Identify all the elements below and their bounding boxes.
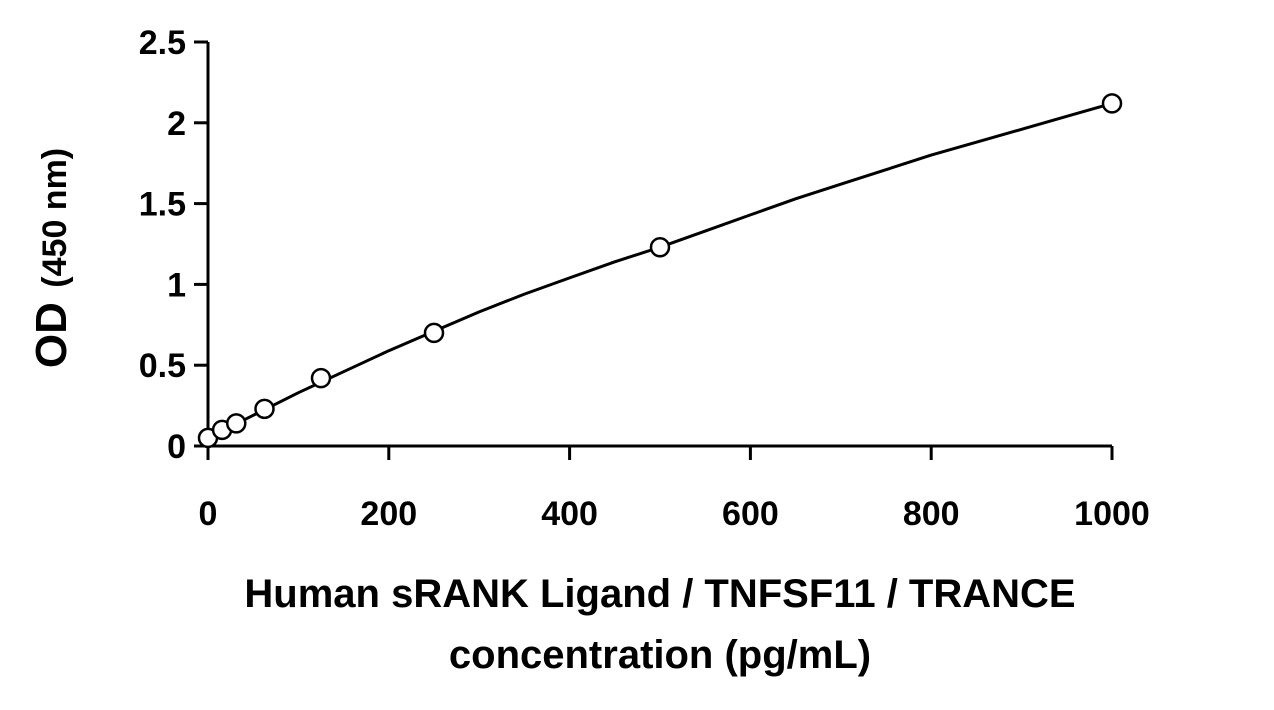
x-ticks: 0 200 400 600 800 1000 xyxy=(199,446,1150,533)
data-point xyxy=(310,367,332,389)
x-tick-label: 600 xyxy=(722,495,779,533)
x-tick-label: 400 xyxy=(541,495,598,533)
data-point xyxy=(423,322,445,344)
x-tick-label: 0 xyxy=(199,495,218,533)
axes xyxy=(206,42,1112,448)
data-point xyxy=(649,236,671,258)
y-tick-label: 1 xyxy=(167,266,186,304)
data-points-layer xyxy=(197,93,1123,449)
x-axis-title-line2: concentration (pg/mL) xyxy=(449,633,871,677)
data-point xyxy=(254,398,275,420)
fit-curve-layer xyxy=(207,101,1113,440)
y-tick-label: 0.5 xyxy=(139,347,186,385)
x-tick-label: 800 xyxy=(903,495,960,533)
y-axis-title: OD (450 nm) xyxy=(27,148,76,368)
data-point xyxy=(226,413,247,434)
y-tick-label: 2 xyxy=(167,105,186,143)
y-axis-title-main: OD xyxy=(27,302,76,368)
x-axis-title-line1: Human sRANK Ligand / TNFSF11 / TRANCE xyxy=(244,572,1075,616)
y-tick-label: 0 xyxy=(167,428,186,466)
data-point xyxy=(1101,93,1123,114)
y-axis-title-unit: (450 nm) xyxy=(36,148,74,288)
x-tick-label: 200 xyxy=(360,495,417,533)
y-tick-label: 2.5 xyxy=(139,24,186,62)
y-tick-label: 1.5 xyxy=(139,186,186,224)
x-tick-label: 1000 xyxy=(1074,495,1150,533)
y-ticks: 0 0.5 1 1.5 2 2.5 xyxy=(139,24,208,466)
fit-curve-line xyxy=(207,101,1113,440)
